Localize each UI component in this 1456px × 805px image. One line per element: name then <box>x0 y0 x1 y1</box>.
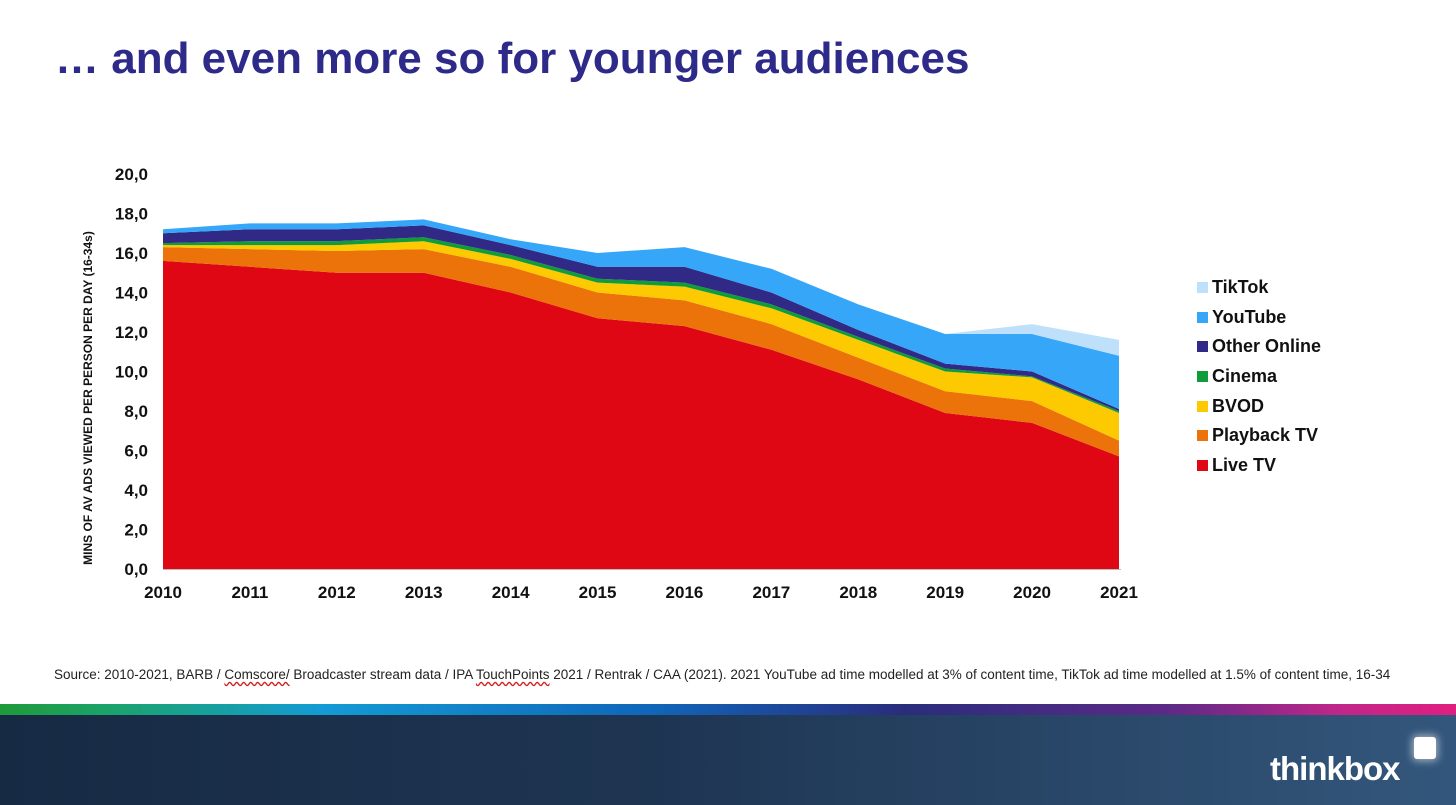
y-axis-label: MINS OF AV ADS VIEWED PER PERSON PER DAY… <box>81 231 95 565</box>
legend-label: YouTube <box>1212 306 1287 327</box>
legend-label: BVOD <box>1212 395 1265 416</box>
legend-label: Live TV <box>1212 454 1277 475</box>
legend-item-bvod: BVOD <box>1197 391 1321 421</box>
y-tick-label: 18,0 <box>115 205 148 224</box>
x-tick-label: 2011 <box>231 583 268 602</box>
legend-swatch <box>1197 341 1208 353</box>
x-tick-label: 2014 <box>492 583 530 602</box>
y-tick-label: 2,0 <box>124 521 148 540</box>
x-tick-label: 2010 <box>144 583 182 602</box>
source-text-part: Source: 2010-2021, BARB / <box>54 667 225 682</box>
x-tick-label: 2015 <box>579 583 617 602</box>
y-tick-label: 20,0 <box>115 165 148 184</box>
x-tick-label: 2021 <box>1100 583 1138 602</box>
y-axis-ticks: 0,0 2,0 4,0 6,0 8,0 10,0 12,0 14,0 16,0 18,0 20,0 <box>115 165 148 579</box>
y-tick-label: 6,0 <box>124 442 148 461</box>
x-tick-label: 2019 <box>926 583 964 602</box>
chart-areas <box>163 219 1119 569</box>
logo-square-icon <box>1414 737 1436 759</box>
slide-title: … and even more so for younger audiences <box>55 34 970 83</box>
y-tick-label: 12,0 <box>115 323 148 342</box>
x-tick-label: 2016 <box>666 583 704 602</box>
legend-label: Cinema <box>1212 366 1278 387</box>
legend-label: Playback TV <box>1212 425 1319 446</box>
legend-item-cinema: Cinema <box>1197 362 1321 392</box>
legend-item-youtube: YouTube <box>1197 303 1321 333</box>
x-axis-ticks: 2010 2011 2012 2013 2014 2015 2016 2017 2018 2019… <box>144 583 1138 602</box>
footer-bar <box>0 715 1456 805</box>
legend-item-playback-tv: Playback TV <box>1197 421 1321 451</box>
x-tick-label: 2018 <box>839 583 877 602</box>
source-text-part: 2021 / Rentrak / CAA (2021). 2021 YouTub… <box>549 667 1391 682</box>
y-tick-label: 4,0 <box>124 481 148 500</box>
x-tick-label: 2013 <box>405 583 443 602</box>
legend-label: Other Online <box>1212 336 1322 357</box>
y-tick-label: 10,0 <box>115 363 148 382</box>
legend-swatch <box>1197 371 1208 383</box>
x-tick-label: 2020 <box>1013 583 1051 602</box>
y-tick-label: 16,0 <box>115 244 148 263</box>
legend-item-live-tv: Live TV <box>1197 451 1321 481</box>
legend-swatch <box>1197 282 1208 294</box>
chart-legend: TikTok YouTube Other Online Cinema BVOD Playb… <box>1197 273 1321 480</box>
x-tick-label: 2017 <box>752 583 790 602</box>
color-stripe <box>0 704 1456 715</box>
legend-item-tiktok: TikTok <box>1197 273 1321 303</box>
legend-swatch <box>1197 400 1208 412</box>
y-tick-label: 8,0 <box>124 402 148 421</box>
source-text-part: Comscore/ <box>224 667 290 682</box>
y-tick-label: 14,0 <box>115 284 148 303</box>
thinkbox-logo: thinkbox <box>1270 750 1400 787</box>
source-text-part: Broadcaster stream data / IPA <box>289 667 476 682</box>
stacked-area-chart: 0,02,04,06,08,010,012,014,016,018,020,0 … <box>81 165 1138 602</box>
area-youtube <box>163 219 1119 409</box>
legend-swatch <box>1197 459 1208 471</box>
source-note: Source: 2010-2021, BARB / Comscore/ Broa… <box>54 666 1404 683</box>
legend-item-other-online: Other Online <box>1197 332 1321 362</box>
legend-swatch <box>1197 311 1208 323</box>
area-live-tv <box>163 260 1119 569</box>
legend-swatch <box>1197 430 1208 442</box>
y-tick-label: 0,0 <box>124 560 148 579</box>
legend-label: TikTok <box>1212 277 1269 298</box>
x-tick-label: 2012 <box>318 583 356 602</box>
source-text-part: TouchPoints <box>475 667 550 682</box>
